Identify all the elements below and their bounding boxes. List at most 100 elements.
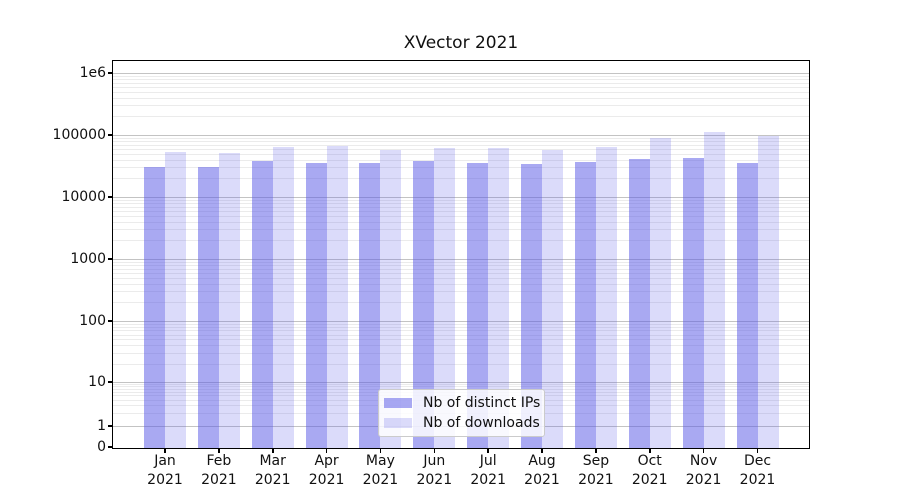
y-axis-tick <box>108 134 113 136</box>
gridline-minor <box>113 363 809 365</box>
gridline-minor <box>113 384 809 385</box>
bar-downloads-mar <box>272 147 294 448</box>
gridline-major <box>113 259 809 260</box>
y-tick-label: 100000 <box>52 126 106 143</box>
x-axis-tick <box>218 448 220 453</box>
y-tick-label: 1000 <box>70 250 106 267</box>
gridline-minor <box>113 272 809 274</box>
gridline-minor <box>113 116 809 118</box>
gridline-minor <box>113 221 809 223</box>
x-axis-tick <box>164 448 166 453</box>
legend-swatch-downloads-icon <box>384 417 412 429</box>
y-axis-tick <box>108 258 113 260</box>
gridline-major <box>113 73 809 74</box>
gridline-minor <box>113 326 809 328</box>
legend: Nb of distinct IPs Nb of downloads <box>378 389 545 437</box>
legend-swatch-distinct-ips-icon <box>384 397 412 409</box>
gridline-minor <box>113 323 809 325</box>
x-tick-label: Apr 2021 <box>308 453 345 488</box>
x-axis-tick <box>433 448 436 453</box>
gridline-minor <box>113 79 809 80</box>
gridline-minor <box>113 75 809 77</box>
gridline-minor <box>113 86 809 88</box>
bar-downloads-dec <box>757 135 779 448</box>
gridline-minor <box>113 199 809 201</box>
x-axis-tick <box>272 448 274 453</box>
y-axis-tick <box>108 72 113 74</box>
gridline-minor <box>113 210 809 212</box>
y-axis-tick <box>108 425 113 427</box>
gridline-minor <box>113 268 809 270</box>
y-tick-label: 1e6 <box>79 64 106 81</box>
gridline-minor <box>113 153 809 155</box>
y-tick-label: 100 <box>79 312 106 329</box>
legend-label-downloads: Nb of downloads <box>423 414 540 431</box>
x-tick-label: Jun 2021 <box>416 453 453 488</box>
bar-downloads-nov <box>703 132 725 448</box>
gridline-minor <box>113 330 809 332</box>
y-tick-label: 1 <box>97 417 106 434</box>
legend-item-downloads: Nb of downloads <box>384 414 540 432</box>
gridline-minor <box>113 144 809 146</box>
y-tick-label: 0 <box>97 438 106 455</box>
gridline-minor <box>113 334 809 336</box>
bar-downloads-sep <box>595 146 617 448</box>
gridline-minor <box>113 345 809 347</box>
bar-downloads-jun <box>434 148 456 448</box>
chart-title: XVector 2021 <box>403 33 519 53</box>
bar-ips-aug <box>521 164 542 448</box>
gridline-major <box>113 197 809 198</box>
bar-ips-sep <box>574 161 596 448</box>
gridline-minor <box>113 159 809 161</box>
x-tick-label: Sep 2021 <box>578 453 614 488</box>
gridline-minor <box>113 91 809 93</box>
x-tick-label: Aug 2021 <box>524 453 560 488</box>
bar-ips-jun <box>413 161 435 448</box>
bar-downloads-jan <box>165 152 186 448</box>
x-axis-tick <box>595 448 597 453</box>
bar-ips-jul <box>467 162 489 448</box>
bar-downloads-apr <box>326 146 348 448</box>
gridline-minor <box>113 339 809 341</box>
gridline-minor <box>113 97 809 99</box>
gridline-minor <box>113 215 809 217</box>
y-axis-tick <box>108 196 113 198</box>
x-axis-tick <box>756 448 759 453</box>
gridline-minor <box>113 240 809 242</box>
bar-ips-jan <box>144 167 165 448</box>
gridline-minor <box>113 137 809 139</box>
x-tick-label: Jul 2021 <box>470 453 506 488</box>
y-tick-label: 10000 <box>61 188 106 205</box>
gridline-minor <box>113 203 809 204</box>
gridline-minor <box>113 141 809 142</box>
plot-area <box>112 60 810 449</box>
x-axis-tick <box>649 448 651 453</box>
gridline-minor <box>113 206 809 208</box>
x-axis-tick <box>325 448 328 453</box>
legend-item-distinct-ips: Nb of distinct IPs <box>384 395 540 412</box>
x-tick-label: May 2021 <box>362 453 399 488</box>
bar-ips-nov <box>682 157 704 448</box>
x-axis-tick <box>379 448 382 453</box>
gridline-minor <box>113 261 809 263</box>
x-tick-label: Mar 2021 <box>254 453 291 488</box>
bar-ips-dec <box>736 162 758 448</box>
x-tick-label: Nov 2021 <box>685 453 722 488</box>
bar-downloads-may <box>380 150 402 448</box>
gridline-minor <box>113 148 809 150</box>
gridline-minor <box>113 291 809 293</box>
gridline-major <box>113 382 809 383</box>
x-tick-label: Dec 2021 <box>739 453 776 488</box>
gridline-major <box>113 135 809 136</box>
bar-downloads-jul <box>488 148 510 448</box>
y-axis-tick <box>108 446 113 448</box>
x-axis-tick <box>541 448 543 453</box>
bar-ips-oct <box>628 158 650 448</box>
gridline-minor <box>113 82 809 84</box>
y-tick-label: 10 <box>88 373 106 390</box>
bar-ips-mar <box>251 160 273 448</box>
gridline-minor <box>113 352 809 354</box>
gridline-minor <box>113 265 809 266</box>
x-tick-label: Jan 2021 <box>147 453 183 488</box>
